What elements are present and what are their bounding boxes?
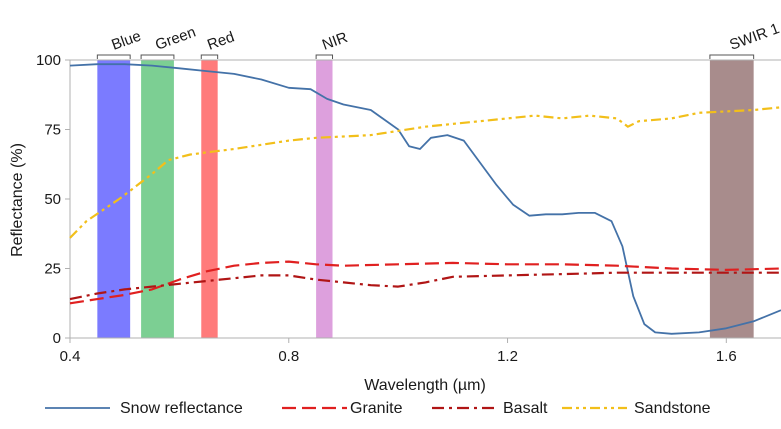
legend-label-sandstone: Sandstone	[634, 400, 711, 417]
legend-label-snow-reflectance: Snow reflectance	[120, 400, 243, 417]
y-tick-label: 50	[44, 191, 61, 208]
band-red	[201, 60, 218, 338]
band-label-swir-1: SWIR 1	[727, 20, 781, 54]
band-label-green: Green	[153, 24, 198, 54]
band-label-blue: Blue	[109, 28, 143, 54]
band-swir-1	[709, 60, 754, 338]
legend-label-granite: Granite	[350, 400, 403, 417]
band-labels: Blue Green Red NIR SWIR 1	[96, 20, 781, 59]
plot-frame	[69, 59, 781, 339]
x-tick-label: 0.8	[278, 348, 299, 365]
y-tick-label: 0	[53, 330, 61, 347]
y-axis-title: Reflectance (%)	[9, 143, 26, 257]
series-lines	[69, 63, 781, 335]
band-nir	[316, 60, 333, 338]
band-bracket-red	[200, 54, 219, 59]
y-ticks: 0 25 50 75 100	[36, 52, 70, 347]
x-tick-label: 1.2	[497, 348, 518, 365]
band-green	[141, 60, 174, 338]
legend: Snow reflectance Granite Basalt Sandstone	[45, 400, 711, 417]
x-tick-label: 0.4	[60, 348, 81, 365]
y-tick-label: 100	[36, 52, 61, 69]
y-tick-label: 25	[44, 261, 61, 278]
band-bracket-blue	[96, 54, 131, 59]
band-label-nir: NIR	[320, 29, 350, 54]
y-tick-label: 75	[44, 122, 61, 139]
band-bracket-swir-1	[709, 54, 755, 59]
x-tick-label: 1.6	[716, 348, 737, 365]
band-bracket-green	[140, 54, 175, 59]
series-line-snow-reflectance	[69, 63, 781, 335]
series-line-sandstone	[69, 106, 781, 239]
x-ticks: 0.4 0.8 1.2 1.6	[60, 338, 737, 365]
band-rects	[97, 60, 754, 338]
band-bracket-nir	[315, 54, 334, 59]
series-line-granite	[69, 260, 781, 305]
series-line-basalt	[69, 271, 781, 301]
band-label-red: Red	[205, 28, 237, 53]
legend-label-basalt: Basalt	[503, 400, 548, 417]
x-axis-title: Wavelength (µm)	[364, 377, 486, 394]
